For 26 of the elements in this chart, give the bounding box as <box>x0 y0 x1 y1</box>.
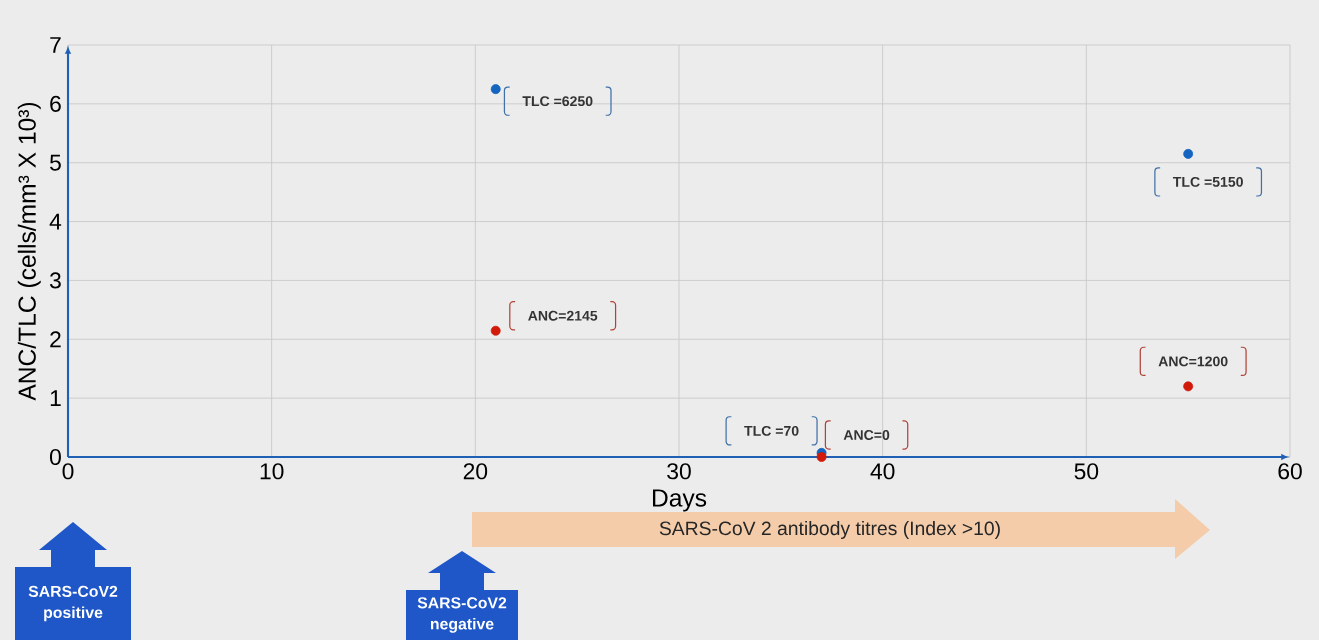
text: SARS-CoV2 positive <box>28 585 118 622</box>
annotation: ANC=2145 <box>528 310 598 321</box>
x-axis-title: Days <box>652 489 707 512</box>
x-tick-label: 10 <box>260 463 284 480</box>
y-tick-label: 6 <box>50 95 61 112</box>
y-tick-label: 4 <box>49 213 62 230</box>
y-tick-label: 5 <box>50 154 61 171</box>
y-axis-title: ANC/TLC (cells/mm³ X 10³) <box>17 102 41 401</box>
x-tick-label: 40 <box>870 463 895 480</box>
y-tick-label: 1 <box>50 390 61 406</box>
y-tick-label: 0 <box>49 448 61 466</box>
x-tick-label: 60 <box>1278 463 1302 480</box>
annotation: TLC =5150 <box>1172 176 1243 187</box>
text: SARS-CoV 2 antibody titres (Index >10) <box>659 520 1000 539</box>
annotation: ANC=1200 <box>1158 356 1228 367</box>
x-tick-label: 30 <box>667 463 691 480</box>
annotation: TLC =6250 <box>522 96 593 107</box>
x-tick-label: 50 <box>1074 463 1099 480</box>
x-tick-label: 20 <box>463 463 488 480</box>
x-tick-label: 0 <box>62 463 74 480</box>
annotation: ANC=0 <box>843 430 890 440</box>
y-tick-label: 3 <box>49 272 61 289</box>
annotation: TLC =70 <box>744 425 799 436</box>
y-tick-label: 2 <box>50 331 61 348</box>
y-tick-label: 7 <box>50 37 61 53</box>
text: SARS-CoV2 negative <box>417 597 507 633</box>
